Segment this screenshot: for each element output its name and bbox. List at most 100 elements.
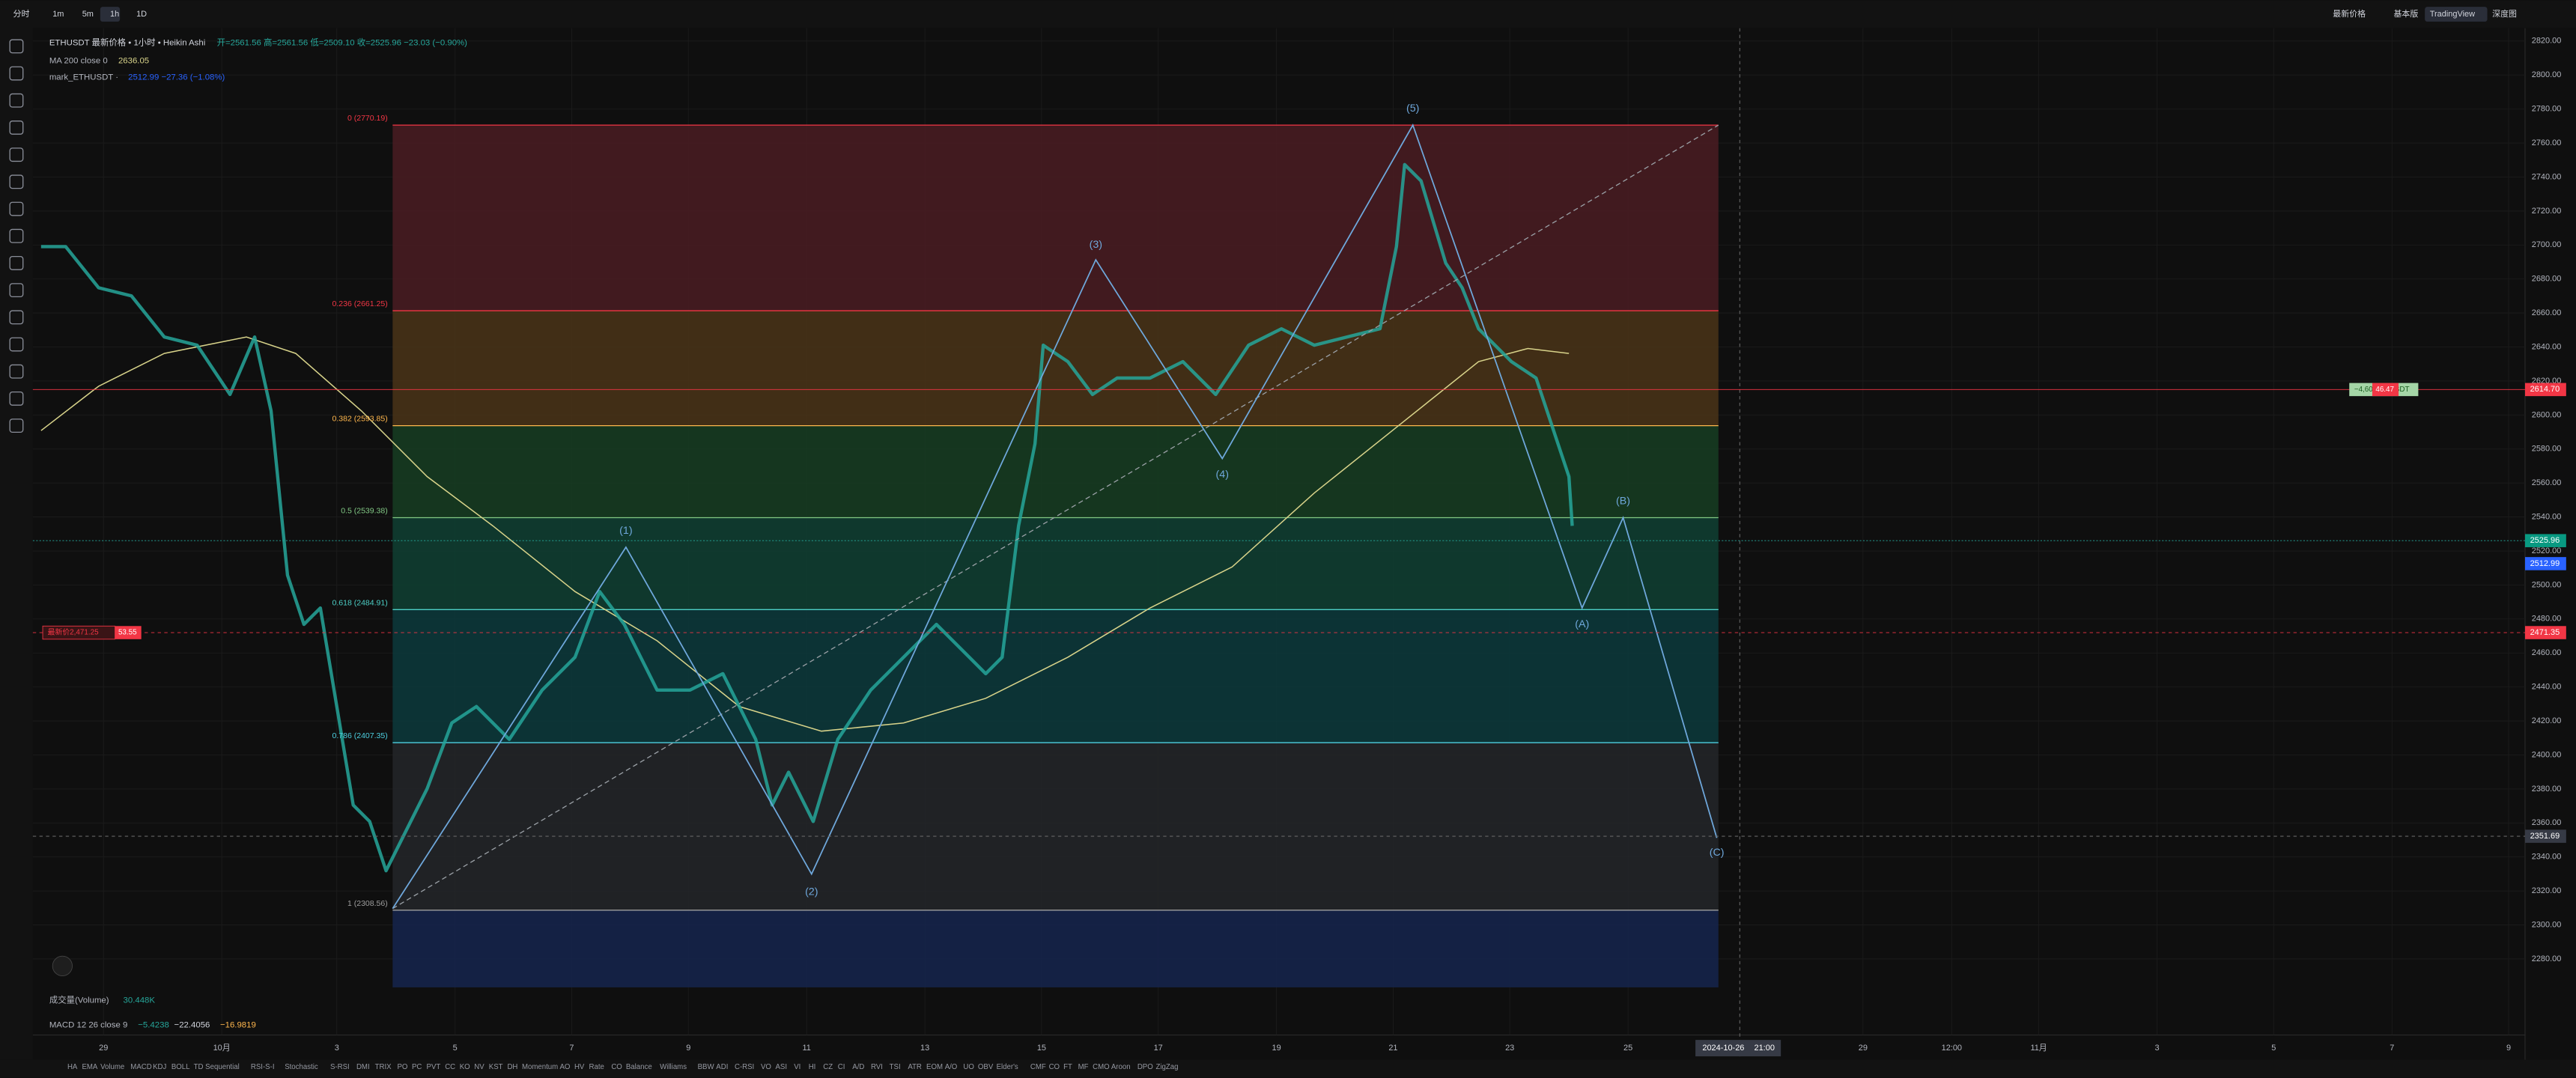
wave-label: (B) <box>1616 495 1630 507</box>
indicator-button[interactable]: MF <box>1078 1063 1089 1071</box>
trend-line <box>392 124 1719 910</box>
indicator-button[interactable]: EMA <box>82 1063 97 1071</box>
indicator-button[interactable]: KO <box>460 1063 470 1071</box>
indicator-button[interactable]: BOLL <box>171 1063 190 1071</box>
indicator-button[interactable]: Rate <box>589 1063 604 1071</box>
indicator-button[interactable]: KST <box>489 1063 503 1071</box>
indicator-button[interactable]: DH <box>507 1063 517 1071</box>
toolbar-button[interactable]: 1D <box>136 10 147 19</box>
indicator-button[interactable]: ATR <box>908 1063 922 1071</box>
indicator-button[interactable]: RSI-S-I <box>251 1063 275 1071</box>
indicator-button[interactable]: ASI <box>776 1063 788 1071</box>
toolbar-button[interactable]: 1m <box>52 10 64 19</box>
indicator-button[interactable]: CZ <box>823 1063 833 1071</box>
indicator-button[interactable]: CMO <box>1093 1063 1110 1071</box>
indicator-button[interactable]: CC <box>445 1063 455 1071</box>
indicator-button[interactable]: FT <box>1063 1063 1072 1071</box>
top-bar <box>0 0 2576 28</box>
fib-band <box>392 910 1719 987</box>
toolbar-button[interactable]: 深度图 <box>2492 8 2517 19</box>
indicator-button[interactable]: ADI <box>716 1063 728 1071</box>
indicator-button[interactable]: HV <box>574 1063 585 1071</box>
indicator-button[interactable]: AO <box>559 1063 570 1071</box>
price-axis-label: 2300.00 <box>2532 920 2562 929</box>
indicator-button[interactable]: UO <box>963 1063 974 1071</box>
tool-icon[interactable] <box>9 337 24 352</box>
toolbar-button[interactable]: TradingView <box>2430 10 2475 19</box>
toolbar-button[interactable]: 1h <box>110 10 119 19</box>
tool-icon[interactable] <box>9 121 24 135</box>
tool-icon[interactable] <box>9 228 24 243</box>
tool-icon[interactable] <box>9 310 24 325</box>
indicator-button[interactable]: C-RSI <box>735 1063 754 1071</box>
tool-icon[interactable] <box>9 147 24 162</box>
tool-icon[interactable] <box>9 255 24 270</box>
tool-icon[interactable] <box>9 39 24 54</box>
price-axis-label: 2440.00 <box>2532 683 2562 692</box>
tool-icon[interactable] <box>9 201 24 216</box>
price-axis-label: 2460.00 <box>2532 648 2562 657</box>
tool-icon[interactable] <box>9 174 24 189</box>
toolbar-button[interactable]: 最新价格 <box>2333 8 2366 19</box>
indicator-button[interactable]: TRIX <box>375 1063 392 1071</box>
tool-icon[interactable] <box>9 418 24 433</box>
indicator-button[interactable]: S-RSI <box>330 1063 350 1071</box>
indicator-button[interactable]: CI <box>838 1063 845 1071</box>
time-axis-label: 21 <box>1388 1044 1397 1053</box>
price-tag: 2512.99 <box>2530 559 2560 568</box>
indicator-button[interactable]: RVI <box>871 1063 883 1071</box>
indicator-button[interactable]: HA <box>67 1063 78 1071</box>
indicator-button[interactable]: EOM <box>926 1063 943 1071</box>
tool-icon[interactable] <box>9 93 24 108</box>
indicator-button[interactable]: CO <box>611 1063 622 1071</box>
indicator-button[interactable]: VI <box>794 1063 801 1071</box>
indicator-button[interactable]: BBW <box>698 1063 715 1071</box>
indicator-button[interactable]: DPO <box>1137 1063 1153 1071</box>
price-axis-label: 2480.00 <box>2532 615 2562 624</box>
indicator-button[interactable]: HI <box>809 1063 816 1071</box>
toolbar-button[interactable]: 基本版 <box>2393 8 2418 19</box>
tool-icon[interactable] <box>9 283 24 298</box>
indicator-button[interactable]: CMF <box>1030 1063 1046 1071</box>
toolbar-button[interactable]: 分时 <box>13 9 30 19</box>
indicator-button[interactable]: Williams <box>660 1063 687 1071</box>
indicator-button[interactable]: OBV <box>978 1063 994 1071</box>
price-axis-label: 2420.00 <box>2532 716 2562 725</box>
indicator-button[interactable]: Balance <box>626 1063 652 1071</box>
indicator-button[interactable]: A/D <box>852 1063 864 1071</box>
indicator-button[interactable]: A/O <box>945 1063 958 1071</box>
toolbar-button[interactable]: 5m <box>82 10 94 19</box>
wave-label: (4) <box>1216 469 1229 481</box>
indicator-button[interactable]: VO <box>761 1063 771 1071</box>
legend-mark-value: 2512.99 −27.36 (−1.08%) <box>128 73 225 82</box>
time-axis-label: 29 <box>99 1044 108 1053</box>
indicator-button[interactable]: PO <box>397 1063 407 1071</box>
time-axis-label: 12:00 <box>1942 1044 1962 1053</box>
tool-icon[interactable] <box>9 391 24 406</box>
indicator-button[interactable]: ZigZag <box>1156 1063 1179 1071</box>
price-axis-label: 2720.00 <box>2532 207 2562 216</box>
fib-level-label: 0 (2770.19) <box>347 114 388 123</box>
indicator-button[interactable]: TD Sequential <box>194 1063 240 1071</box>
alert-tag-label: 最新价2,471.25 <box>48 627 99 637</box>
indicator-button[interactable]: DMI <box>356 1063 370 1071</box>
indicator-button[interactable]: Elder's <box>997 1063 1018 1071</box>
indicator-button[interactable]: Volume <box>100 1063 124 1071</box>
tool-icon[interactable] <box>9 364 24 379</box>
time-axis-label: 5 <box>2271 1044 2276 1053</box>
indicator-button[interactable]: PVT <box>427 1063 441 1071</box>
indicator-button[interactable]: KDJ <box>153 1063 166 1071</box>
indicator-button[interactable]: MACD <box>130 1063 151 1071</box>
indicator-button[interactable]: Stochastic <box>285 1063 318 1071</box>
wave-label: (A) <box>1575 618 1589 630</box>
price-axis-label: 2740.00 <box>2532 172 2562 181</box>
indicator-button[interactable]: TSI <box>890 1063 901 1071</box>
indicator-button[interactable]: PC <box>412 1063 422 1071</box>
tv-logo[interactable] <box>52 955 73 977</box>
indicator-button[interactable]: CO <box>1049 1063 1060 1071</box>
indicator-button[interactable]: Aroon <box>1111 1063 1131 1071</box>
tool-icon[interactable] <box>9 66 24 81</box>
time-axis-label: 3 <box>335 1044 339 1053</box>
indicator-button[interactable]: NV <box>474 1063 484 1071</box>
indicator-button[interactable]: Momentum <box>522 1063 558 1071</box>
